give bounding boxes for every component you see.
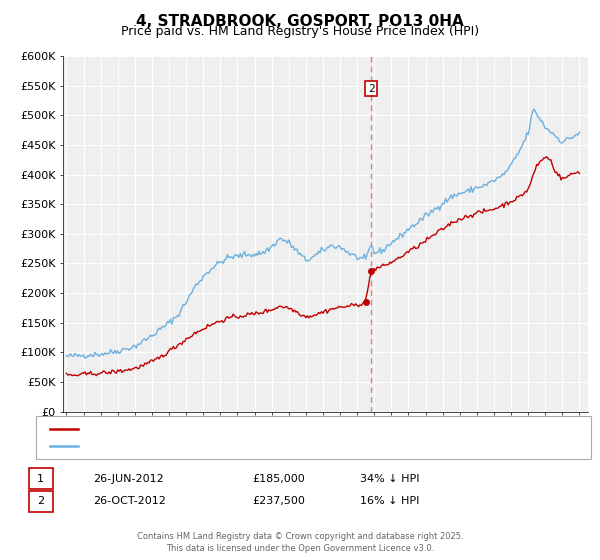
Text: £237,500: £237,500: [252, 496, 305, 506]
Text: 26-JUN-2012: 26-JUN-2012: [93, 474, 164, 484]
Text: 34% ↓ HPI: 34% ↓ HPI: [360, 474, 419, 484]
Text: 2: 2: [368, 83, 374, 94]
Text: 16% ↓ HPI: 16% ↓ HPI: [360, 496, 419, 506]
Text: 1: 1: [37, 474, 44, 484]
Text: 4, STRADBROOK, GOSPORT, PO13 0HA (detached house): 4, STRADBROOK, GOSPORT, PO13 0HA (detach…: [84, 424, 380, 434]
Text: 26-OCT-2012: 26-OCT-2012: [93, 496, 166, 506]
Text: HPI: Average price, detached house, Gosport: HPI: Average price, detached house, Gosp…: [84, 441, 319, 451]
Text: 4, STRADBROOK, GOSPORT, PO13 0HA: 4, STRADBROOK, GOSPORT, PO13 0HA: [136, 14, 464, 29]
Text: 2: 2: [37, 496, 44, 506]
Text: £185,000: £185,000: [252, 474, 305, 484]
Text: Contains HM Land Registry data © Crown copyright and database right 2025.
This d: Contains HM Land Registry data © Crown c…: [137, 533, 463, 553]
Text: Price paid vs. HM Land Registry's House Price Index (HPI): Price paid vs. HM Land Registry's House …: [121, 25, 479, 38]
